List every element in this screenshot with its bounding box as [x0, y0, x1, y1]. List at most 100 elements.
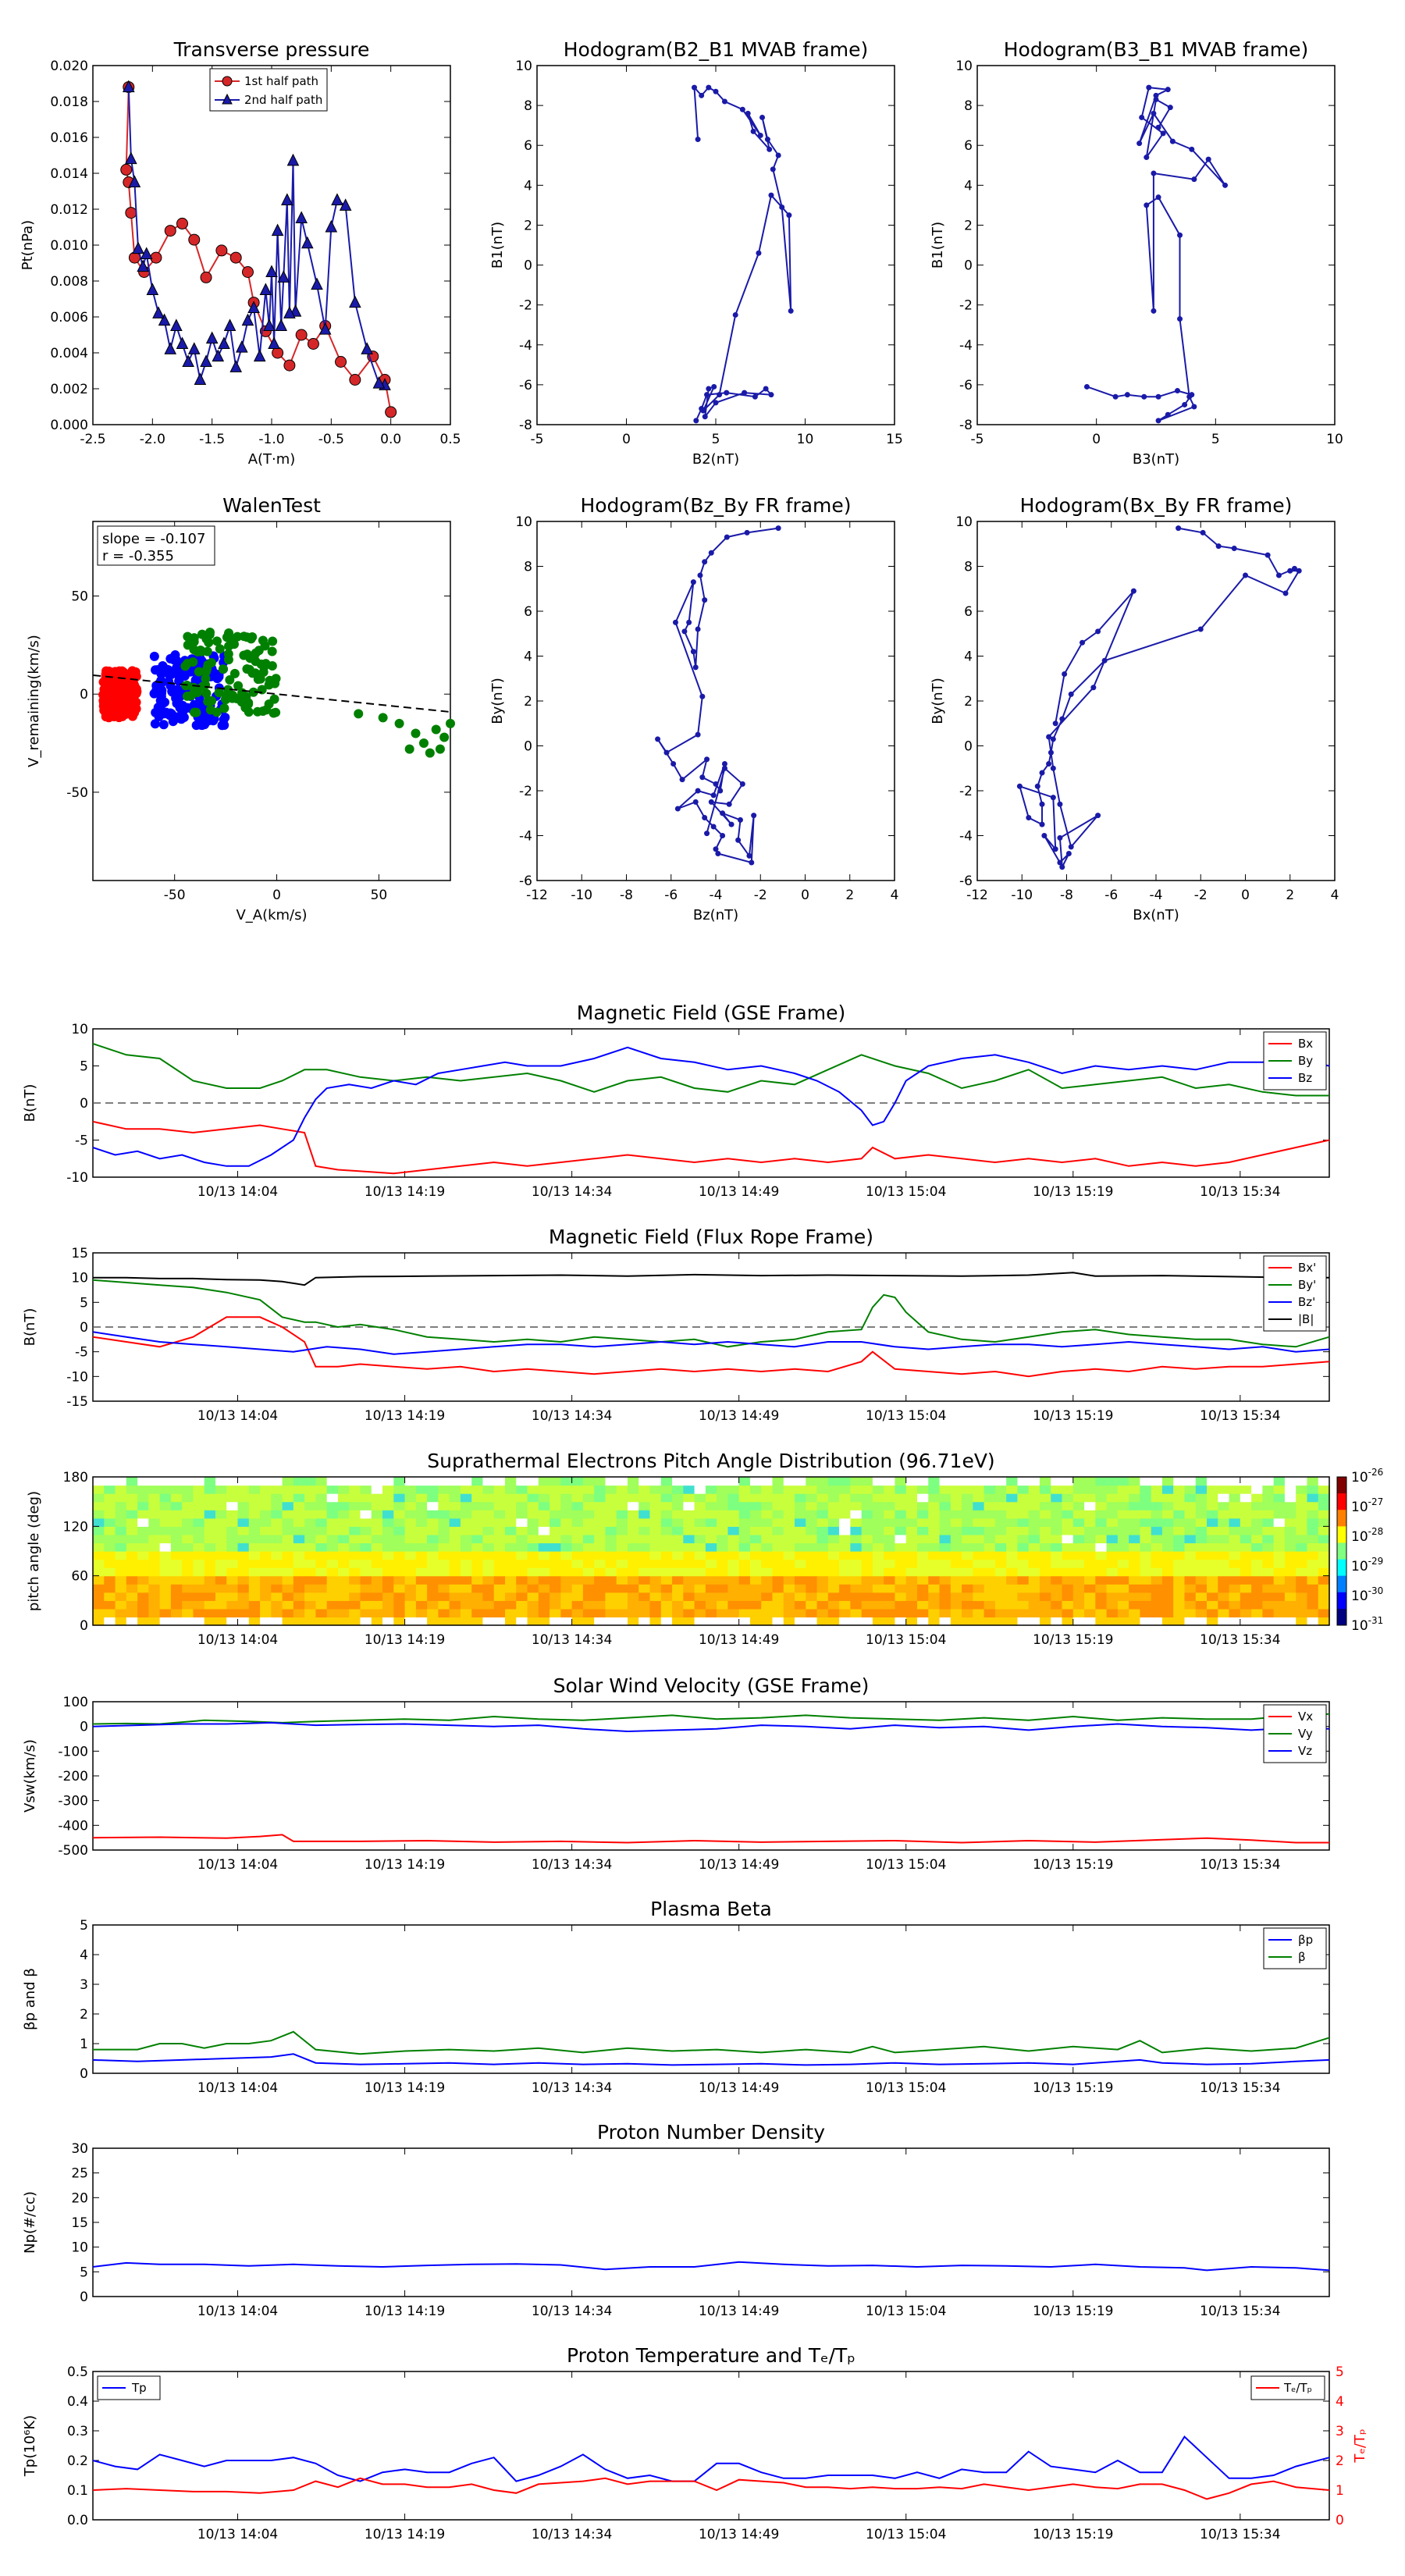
- pad-cell: [727, 1575, 740, 1585]
- pad-cell: [438, 1600, 450, 1610]
- pad-cell: [393, 1477, 406, 1486]
- pad-cell: [1251, 1477, 1263, 1486]
- pad-cell: [337, 1485, 350, 1494]
- walen-point: [102, 697, 112, 707]
- pad-cell: [1006, 1542, 1019, 1552]
- pad-cell: [839, 1493, 851, 1503]
- pad-cell: [1251, 1551, 1263, 1560]
- pad-cell: [850, 1617, 863, 1626]
- h2-point: [1191, 176, 1197, 183]
- h2-point: [1124, 392, 1130, 398]
- tp-point: [164, 342, 177, 354]
- walen-point: [156, 669, 166, 679]
- pad-cell: [795, 1510, 806, 1519]
- h3-ytick-label: 0: [524, 739, 532, 755]
- h4-point: [1050, 765, 1056, 771]
- pad-cell: [683, 1485, 695, 1494]
- pad-cell: [1129, 1592, 1141, 1601]
- pad-cell: [884, 1501, 896, 1510]
- pad-cell: [471, 1617, 484, 1626]
- pad-cell: [827, 1542, 840, 1552]
- walen-xtick-label: 0: [272, 888, 281, 903]
- pad-cell: [705, 1501, 717, 1510]
- pad-cell: [1307, 1559, 1319, 1568]
- pad-cell: [571, 1542, 584, 1552]
- pad-cell: [215, 1485, 227, 1494]
- pad-cell: [973, 1526, 985, 1535]
- h2-point: [1222, 182, 1229, 188]
- pad-cell: [1028, 1526, 1040, 1535]
- pad-cell: [126, 1617, 138, 1626]
- pad-cell: [1072, 1510, 1085, 1519]
- pad-cell: [393, 1485, 406, 1494]
- pad-cell: [738, 1510, 751, 1519]
- pad-cell: [304, 1600, 317, 1610]
- pad-cell: [1006, 1559, 1019, 1568]
- pad-cell: [304, 1575, 317, 1585]
- pad-cell: [950, 1551, 962, 1560]
- pad-cell: [928, 1501, 941, 1510]
- pad-cell: [571, 1608, 584, 1618]
- pad-cell: [605, 1584, 617, 1593]
- pad-cell: [115, 1485, 127, 1494]
- pad-cell: [738, 1592, 751, 1601]
- vsw-xtick-label: 10/13 14:34: [532, 1857, 612, 1873]
- pad-cell: [182, 1526, 194, 1535]
- pad-cell: [438, 1567, 450, 1577]
- pad-cell: [438, 1517, 450, 1527]
- pad-cell: [1161, 1493, 1174, 1503]
- pad-cell: [527, 1542, 539, 1552]
- tp-ytick-label: 0.000: [50, 418, 88, 433]
- pad-cell: [717, 1542, 729, 1552]
- pad-cell: [839, 1501, 851, 1510]
- pad-cell: [973, 1600, 985, 1610]
- pad-cell: [1296, 1592, 1308, 1601]
- pad-cell: [1117, 1493, 1129, 1503]
- tp-point: [122, 80, 135, 93]
- pad-cell: [505, 1559, 517, 1568]
- pad-cell: [1184, 1592, 1197, 1601]
- pad-cell: [905, 1617, 918, 1626]
- pad-cell: [928, 1567, 941, 1577]
- pad-cell: [783, 1477, 795, 1486]
- tp-xtick-label: -0.5: [318, 432, 344, 447]
- pad-cell: [349, 1501, 361, 1510]
- pad-cell: [1251, 1559, 1263, 1568]
- pad-cell: [1240, 1617, 1252, 1626]
- pad-cell: [806, 1608, 818, 1618]
- pad-cell: [850, 1485, 863, 1494]
- pad-cell: [315, 1600, 328, 1610]
- pad-cell: [449, 1608, 461, 1618]
- pad-cell: [683, 1517, 695, 1527]
- pad-cell: [1296, 1559, 1308, 1568]
- h4-xtick-label: 0: [1241, 888, 1250, 903]
- pad-cell: [660, 1551, 673, 1560]
- pad-cell: [326, 1608, 339, 1618]
- pad-cell: [282, 1559, 294, 1568]
- pad-cell: [672, 1493, 684, 1503]
- walen-point: [177, 701, 187, 711]
- h3-xtick-label: -6: [664, 888, 678, 903]
- tp_temp-ytick-label: 0.5: [67, 2364, 88, 2380]
- pad-cell: [137, 1493, 149, 1503]
- pad-cell: [560, 1534, 573, 1544]
- pad-cell: [248, 1584, 261, 1593]
- pad-cell: [516, 1510, 528, 1519]
- pad-cell: [93, 1592, 105, 1601]
- pad-cell: [527, 1485, 539, 1494]
- walen-point: [183, 632, 193, 642]
- pad-cell: [1195, 1542, 1208, 1552]
- pad-cell: [326, 1517, 339, 1527]
- pad-cell: [905, 1567, 918, 1577]
- pad-cell: [738, 1542, 751, 1552]
- pad-cell: [994, 1501, 1007, 1510]
- pad-cell: [1151, 1567, 1163, 1577]
- pad-cell: [1051, 1501, 1063, 1510]
- pad-cell: [1084, 1542, 1096, 1552]
- pad-cell: [115, 1608, 127, 1618]
- walen-point: [127, 666, 137, 676]
- pad-cell: [137, 1534, 149, 1544]
- pad-cell: [727, 1617, 740, 1626]
- h2-ytick-label: 10: [955, 59, 973, 74]
- h3-point: [692, 799, 699, 805]
